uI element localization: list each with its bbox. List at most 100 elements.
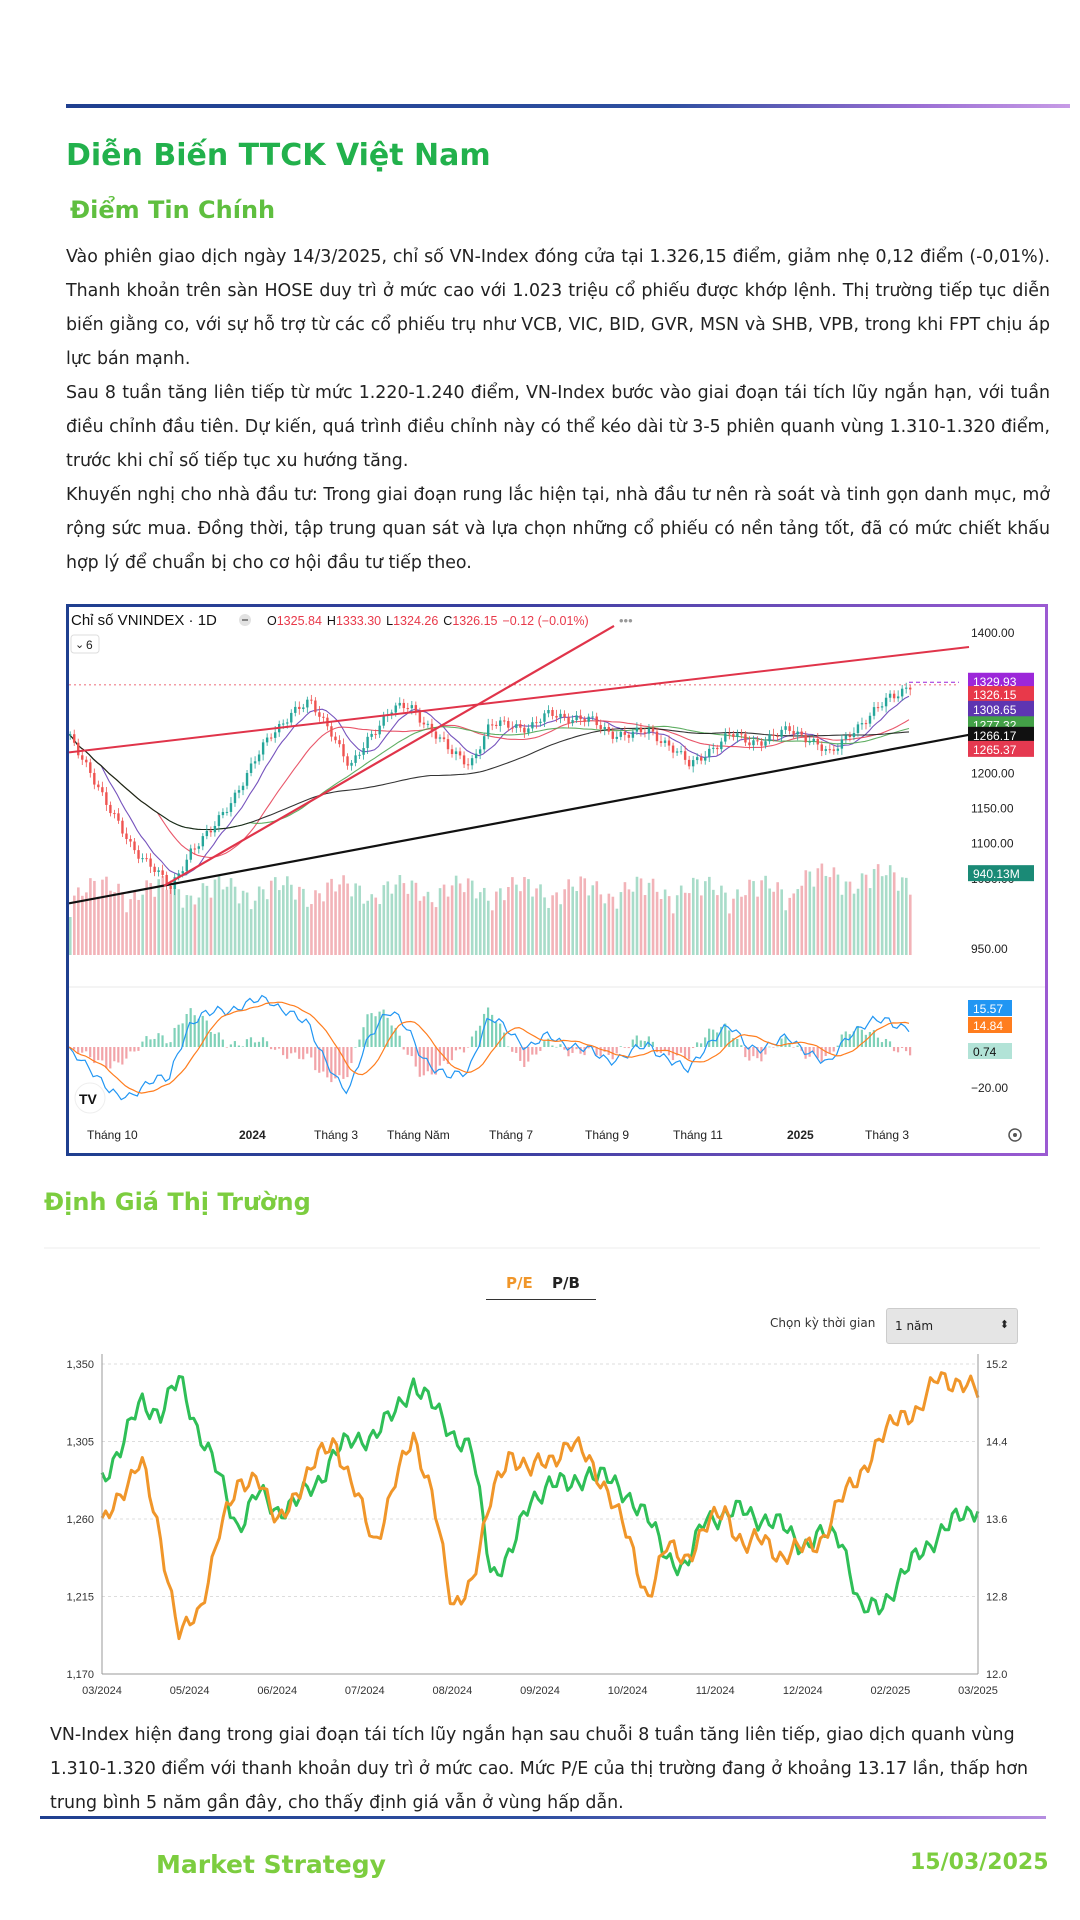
candle-body [382, 715, 385, 726]
candle-body [808, 741, 811, 743]
vnindex-chart-frame[interactable]: Chỉ số VNINDEX · 1D O1325.84 H1333.30 L132… [66, 604, 1048, 1156]
candle [342, 738, 345, 763]
macd-histogram-bar [282, 1047, 285, 1056]
candle [744, 731, 747, 746]
macd-histogram-bar [310, 1047, 313, 1058]
macd-histogram-bar [832, 1047, 835, 1052]
candle [77, 738, 80, 759]
macd-histogram-bar [808, 1047, 811, 1057]
macd-histogram-bar [394, 1027, 397, 1047]
volume-bar [539, 884, 542, 955]
macd-histogram-bar [515, 1047, 518, 1053]
candle [189, 844, 192, 863]
x-axis-tick: 11/2024 [696, 1685, 735, 1697]
macd-histogram-bar [539, 1047, 542, 1051]
macd-histogram-bar [165, 1043, 168, 1047]
macd-histogram-bar [708, 1028, 711, 1047]
candle [486, 718, 490, 740]
candle [555, 709, 558, 723]
candle [491, 718, 494, 731]
candle-body [595, 716, 598, 726]
candle-body [531, 722, 534, 729]
candle-body [824, 749, 827, 751]
volume-bar [141, 894, 144, 955]
paragraph-2: Sau 8 tuần tăng liên tiếp từ mức 1.220-1… [66, 383, 1050, 471]
indicator-toggle[interactable] [70, 634, 100, 654]
macd-histogram-bar [306, 1047, 309, 1054]
macd-histogram-bar [201, 1015, 204, 1047]
candle [635, 722, 639, 736]
volume-bar [904, 877, 908, 955]
volume-bar [728, 913, 731, 955]
macd-histogram-bar [294, 1047, 297, 1053]
vnindex-chart-svg[interactable]: Chỉ số VNINDEX · 1D O1325.84 H1333.30 L132… [69, 607, 1045, 1153]
candle-body [129, 838, 132, 842]
candle [531, 717, 534, 732]
macd-histogram-bar [595, 1047, 598, 1056]
macd-histogram-bar [780, 1038, 783, 1047]
candle-body [69, 734, 72, 736]
symbol-label: Chỉ số VNINDEX · 1D [71, 612, 217, 629]
candle-body [615, 736, 619, 739]
candle-body [205, 830, 209, 837]
candle-body [655, 731, 659, 742]
macd-histogram-bar [169, 1042, 172, 1047]
tab-pb[interactable]: P/B [552, 1274, 580, 1292]
candle-body [362, 748, 365, 755]
tab-pe[interactable]: P/E [506, 1274, 533, 1292]
volume-bar [358, 885, 361, 955]
macd-histogram-bar [531, 1047, 534, 1055]
period-select[interactable]: 1 năm ⬍ [886, 1308, 1018, 1344]
footer-brand: Market Strategy [156, 1850, 386, 1879]
valuation-title: Định Giá Thị Trường [44, 1188, 311, 1216]
candle [466, 758, 470, 770]
candle [683, 745, 687, 765]
volume-bar [756, 896, 759, 955]
macd-histogram-bar [426, 1047, 429, 1072]
macd-histogram-bar [728, 1030, 731, 1047]
x-axis-tick: 07/2024 [345, 1685, 385, 1697]
candle [559, 709, 562, 724]
candle-body [89, 762, 92, 773]
macd-histogram-bar [599, 1047, 602, 1057]
volume-bar [302, 888, 305, 955]
right-axis-tick: 13.6 [986, 1514, 1007, 1526]
candle-body [687, 759, 691, 767]
volume-bar [205, 885, 209, 955]
candle [137, 845, 140, 864]
candle-body [314, 700, 317, 713]
candle-body [647, 728, 651, 734]
candle-body [470, 758, 474, 766]
volume-bar [695, 879, 699, 955]
macd-histogram-bar [406, 1047, 409, 1055]
volume-bar [213, 879, 217, 955]
candle-body [804, 734, 807, 743]
volume-bar [519, 891, 522, 955]
macd-histogram-bar [603, 1047, 606, 1052]
time-axis-label: 2024 [239, 1128, 266, 1142]
candle-body [253, 761, 257, 764]
volume-bar [792, 893, 796, 955]
candle-body [438, 737, 442, 739]
candle [73, 729, 76, 746]
more-icon[interactable]: ••• [619, 613, 633, 628]
volume-bar [679, 885, 683, 955]
volume-bar [318, 893, 321, 955]
volume-bar [406, 893, 410, 955]
macd-histogram-bar [748, 1047, 751, 1061]
volume-bar [575, 891, 579, 955]
candle-body [667, 740, 671, 746]
volume-bar [390, 893, 394, 955]
candle-body [318, 712, 321, 717]
candle-body [527, 728, 530, 733]
candle-body [539, 721, 542, 723]
macd-histogram-bar [499, 1023, 502, 1047]
macd-histogram-bar [760, 1047, 763, 1062]
gear-icon[interactable] [1008, 1128, 1022, 1142]
volume-bar [394, 884, 398, 955]
macd-histogram-bar [85, 1047, 88, 1052]
candle-body [161, 870, 164, 875]
tradingview-logo[interactable] [74, 1082, 106, 1114]
volume-bar [808, 871, 812, 955]
volume-bar [844, 881, 848, 955]
